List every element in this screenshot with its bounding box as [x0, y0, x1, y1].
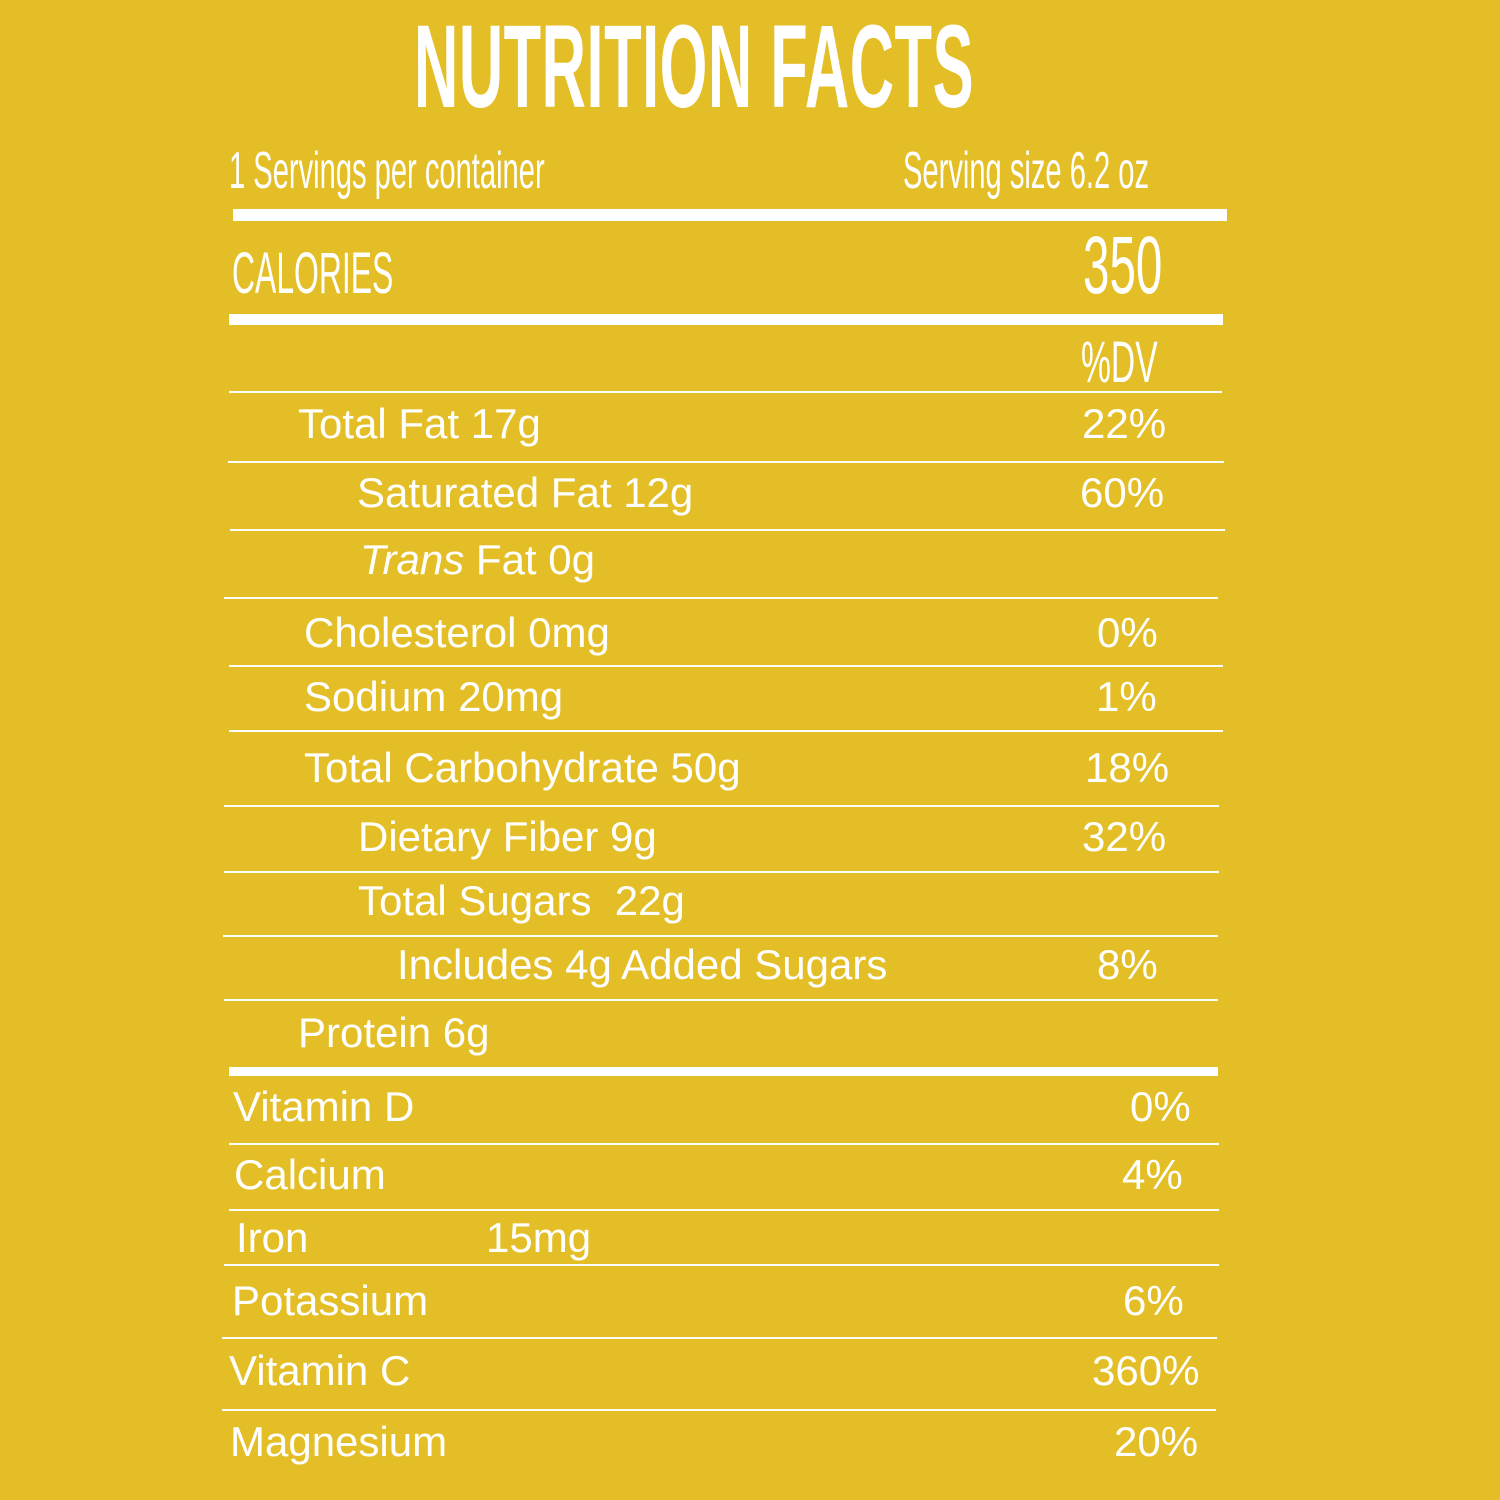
magnesium-dv: 20%: [1114, 1418, 1199, 1465]
serving-size: Serving size 6.2 oz: [903, 142, 1150, 200]
divider: [224, 1264, 1219, 1266]
trans-fat-rest: Fat 0g: [464, 536, 595, 583]
saturated-fat-dv: 60%: [1080, 469, 1165, 516]
total-fat-label: Total Fat 17g: [298, 400, 541, 447]
vitamin-d-label: Vitamin D: [233, 1083, 415, 1130]
divider: [229, 730, 1223, 732]
calcium-label: Calcium: [234, 1151, 386, 1198]
total-fat-dv: 22%: [1082, 400, 1167, 447]
calories-value: 350: [1083, 220, 1163, 311]
iron-label: Iron: [236, 1214, 309, 1261]
vitamin-c-label: Vitamin C: [229, 1347, 411, 1394]
protein-label: Protein 6g: [298, 1009, 490, 1056]
potassium-dv: 6%: [1123, 1277, 1184, 1324]
calcium-dv: 4%: [1122, 1151, 1183, 1198]
divider: [228, 461, 1224, 463]
total-carbohydrate-dv: 18%: [1085, 744, 1170, 791]
divider: [224, 597, 1218, 599]
divider: [224, 999, 1218, 1001]
sodium-label: Sodium 20mg: [304, 673, 564, 720]
vitamin-c-dv: 360%: [1092, 1347, 1200, 1394]
magnesium-label: Magnesium: [230, 1418, 448, 1465]
trans-fat-label: Trans Fat 0g: [360, 539, 595, 581]
cholesterol-label: Cholesterol 0mg: [304, 609, 610, 656]
divider: [229, 665, 1223, 667]
divider: [229, 1143, 1219, 1145]
added-sugars-dv: 8%: [1097, 941, 1158, 988]
servings-per-container: 1 Servings per container: [229, 142, 545, 200]
sodium-dv: 1%: [1096, 673, 1157, 720]
cholesterol-dv: 0%: [1097, 609, 1158, 656]
label-title: NUTRITION FACTS: [414, 1, 975, 133]
vitamin-d-dv: 0%: [1130, 1083, 1191, 1130]
total-sugars-label: Total Sugars 22g: [358, 877, 685, 924]
thick-divider-protein: [229, 1067, 1218, 1076]
divider: [224, 871, 1219, 873]
saturated-fat-label: Saturated Fat 12g: [357, 469, 694, 516]
divider: [229, 1209, 1219, 1211]
thick-divider-top: [233, 209, 1227, 221]
iron-amount: 15mg: [486, 1214, 592, 1261]
thick-divider-calories: [229, 314, 1223, 325]
divider: [229, 391, 1222, 393]
dietary-fiber-dv: 32%: [1082, 813, 1167, 860]
divider: [222, 1409, 1216, 1411]
divider: [224, 805, 1219, 807]
daily-value-header: %DV: [1081, 330, 1158, 395]
calories-label: CALORIES: [232, 241, 394, 306]
added-sugars-label: Includes 4g Added Sugars: [397, 941, 888, 988]
divider: [223, 935, 1218, 937]
potassium-label: Potassium: [232, 1277, 429, 1324]
total-carbohydrate-label: Total Carbohydrate 50g: [304, 744, 741, 791]
dietary-fiber-label: Dietary Fiber 9g: [358, 813, 657, 860]
divider: [230, 529, 1225, 531]
trans-italic: Trans: [360, 536, 465, 583]
divider: [222, 1337, 1217, 1339]
